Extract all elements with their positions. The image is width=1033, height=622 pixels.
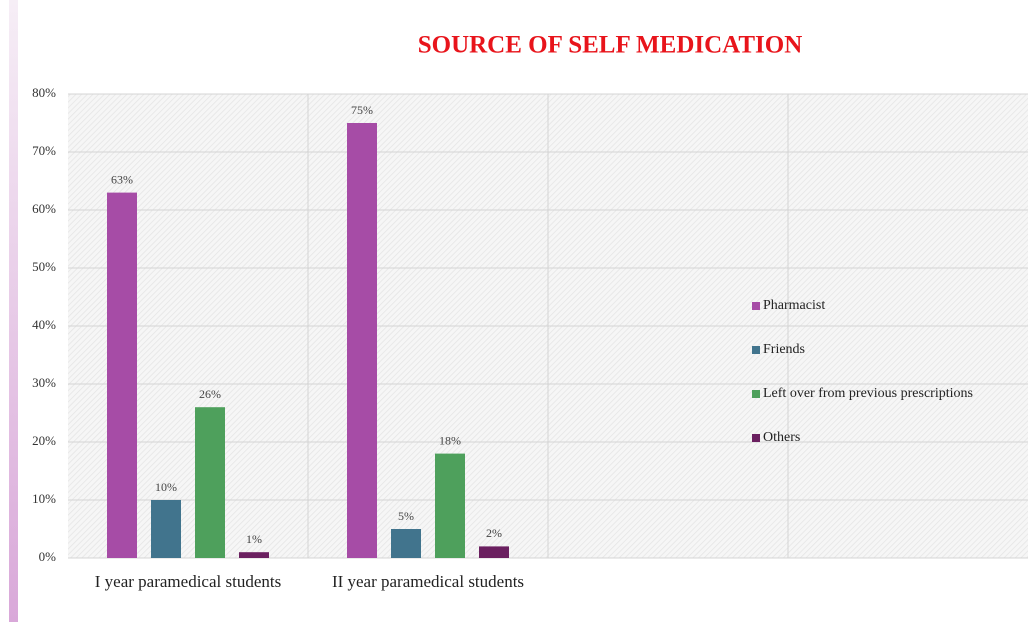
data-label: 18% (439, 433, 461, 447)
bar (479, 546, 509, 558)
legend-label: Others (763, 430, 800, 445)
data-label: 26% (199, 387, 221, 401)
bar (347, 123, 377, 558)
data-label: 63% (111, 172, 133, 186)
y-tick-label: 50% (32, 259, 56, 274)
bar (435, 453, 465, 558)
data-label: 1% (246, 532, 262, 546)
legend-swatch (752, 390, 760, 398)
legend-swatch (752, 434, 760, 442)
bar (239, 552, 269, 558)
data-label: 10% (155, 480, 177, 494)
y-tick-label: 20% (32, 433, 56, 448)
data-label: 75% (351, 103, 373, 117)
x-tick-label: II year paramedical students (331, 572, 525, 591)
y-tick-label: 60% (32, 201, 56, 216)
y-tick-label: 10% (32, 491, 56, 506)
legend-label: Friends (763, 342, 805, 357)
y-tick-label: 70% (32, 143, 56, 158)
bar (107, 192, 137, 558)
bar (195, 407, 225, 558)
chart-title: SOURCE OF SELF MEDICATION (418, 32, 803, 59)
legend-label: Left over from previous prescriptions (763, 386, 973, 401)
legend-label: Pharmacist (763, 298, 825, 313)
x-tick-label: I year paramedical students (94, 572, 282, 591)
bar (391, 529, 421, 558)
y-tick-label: 0% (39, 549, 57, 564)
data-label: 5% (398, 509, 414, 523)
y-tick-label: 40% (32, 317, 56, 332)
legend-swatch (752, 346, 760, 354)
y-tick-label: 80% (32, 85, 56, 100)
legend-swatch (752, 302, 760, 310)
data-label: 2% (486, 526, 502, 540)
bar (151, 500, 181, 558)
y-tick-label: 30% (32, 375, 56, 390)
side-strip (9, 0, 18, 622)
